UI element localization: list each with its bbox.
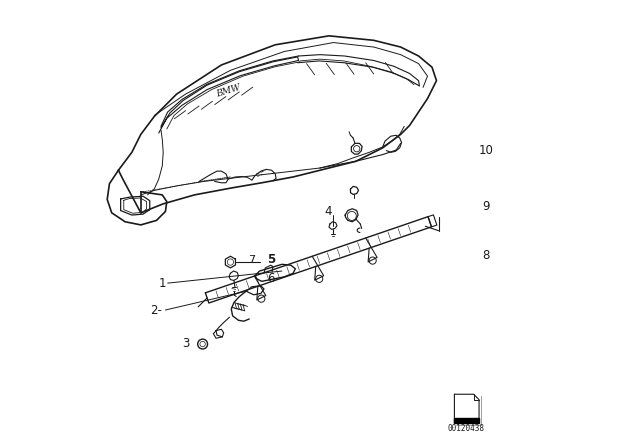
Text: 7: 7 bbox=[248, 255, 255, 265]
Text: 2-: 2- bbox=[150, 303, 161, 317]
Text: 1: 1 bbox=[159, 276, 166, 290]
Text: 10: 10 bbox=[478, 143, 493, 157]
Text: BMW: BMW bbox=[215, 82, 241, 99]
Text: 00120438: 00120438 bbox=[448, 424, 485, 433]
Text: 5: 5 bbox=[267, 253, 275, 267]
Text: 8: 8 bbox=[482, 249, 490, 262]
Bar bbox=[454, 418, 479, 423]
Text: 3: 3 bbox=[182, 337, 189, 350]
Text: 9: 9 bbox=[482, 199, 490, 213]
Text: 4: 4 bbox=[324, 205, 332, 219]
Text: 6: 6 bbox=[267, 272, 275, 285]
